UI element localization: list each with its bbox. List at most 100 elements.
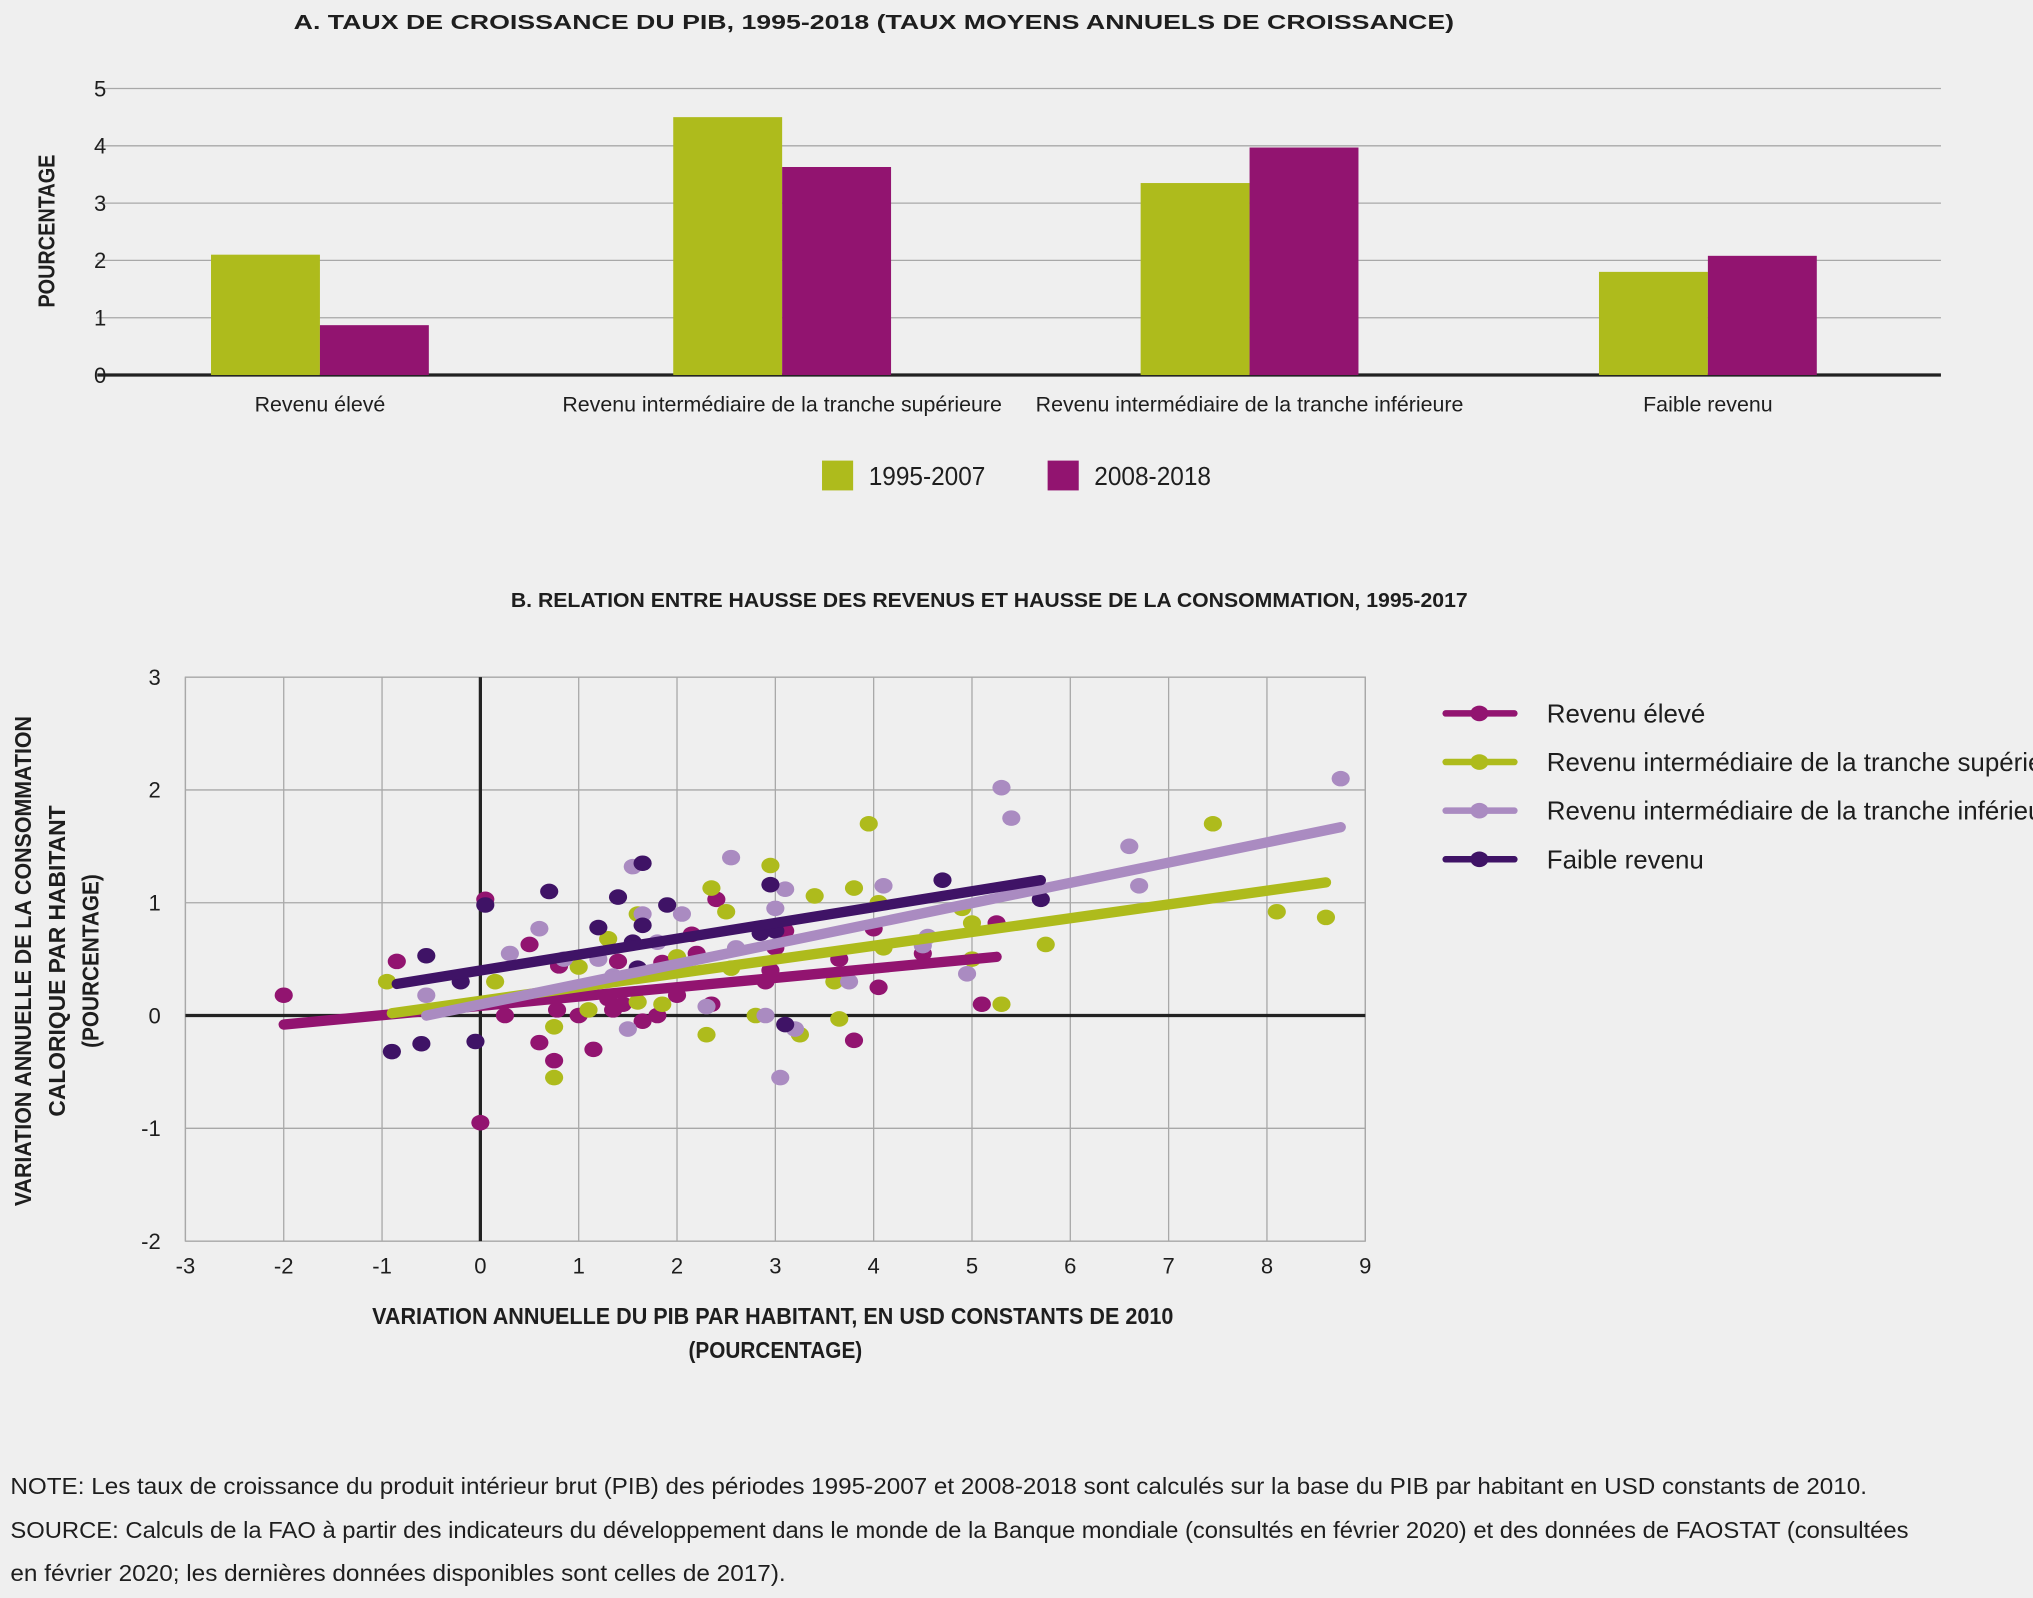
data-point	[776, 881, 795, 897]
x-tick-label: 0	[474, 1254, 486, 1279]
data-point	[653, 996, 672, 1013]
y-tick-label: 1	[94, 305, 106, 330]
legend-dot	[1470, 754, 1489, 770]
legend-dot	[1470, 705, 1489, 722]
y-tick-label: 2	[94, 248, 106, 273]
data-point	[805, 888, 824, 904]
y-tick-label: 2	[149, 778, 161, 803]
data-point	[466, 1033, 485, 1050]
x-tick-label: 7	[1162, 1254, 1174, 1279]
data-point	[1130, 878, 1149, 894]
x-tick-label: 8	[1261, 1254, 1273, 1279]
data-point	[1120, 838, 1139, 855]
data-point	[1331, 770, 1350, 787]
data-point	[476, 897, 495, 913]
data-point	[500, 945, 519, 962]
source-text-line1: SOURCE: Calculs de la FAO à partir des i…	[10, 1517, 1908, 1543]
chart-b-y-axis-label-line2: CALORIQUE PAR HABITANT	[44, 805, 70, 1116]
data-point	[869, 979, 888, 996]
data-point	[933, 872, 952, 888]
data-point	[274, 987, 293, 1004]
y-tick-label: -2	[141, 1229, 161, 1254]
data-point	[545, 1069, 564, 1086]
data-point	[992, 779, 1011, 796]
note-text: NOTE: Les taux de croissance du produit …	[10, 1473, 1867, 1499]
chart-b-legend: Revenu élevé Revenu intermédiaire de la t…	[1442, 701, 2033, 874]
data-point	[547, 1002, 567, 1018]
data-point	[545, 1052, 564, 1069]
notes: NOTE: Les taux de croissance du produit …	[10, 1473, 1908, 1586]
chart-b-y-axis-label-line3: (POURCENTAGE)	[78, 874, 104, 1048]
chart-b-ticks: -3 -2 -1 0 1 2 3 4 5 6 7 8 9 3 2 1 0 -1 -2	[141, 665, 1371, 1279]
bar-2008-2018	[1249, 147, 1359, 376]
data-point	[417, 947, 436, 964]
bar-1995-2007	[211, 254, 320, 376]
bar-1995-2007	[673, 117, 783, 376]
data-point	[545, 1019, 564, 1035]
data-point	[377, 973, 397, 990]
data-point	[613, 996, 633, 1013]
chart-a-y-ticks: 0 1 2 3 4 5	[94, 76, 106, 388]
chart-a-categories: Revenu élevé Revenu intermédiaire de la t…	[255, 392, 1773, 416]
data-point	[722, 849, 741, 866]
data-point	[1031, 891, 1050, 908]
y-tick-label: -1	[141, 1116, 161, 1141]
x-tick-label: 9	[1359, 1254, 1371, 1279]
data-point	[761, 876, 780, 893]
data-point	[633, 855, 652, 872]
data-point	[1002, 810, 1021, 826]
data-point	[608, 889, 628, 905]
chart-a-title: A. TAUX DE CROISSANCE DU PIB, 1995-2018 …	[294, 11, 1454, 34]
data-point	[697, 1026, 716, 1043]
x-tick-label: 6	[1064, 1254, 1076, 1279]
legend-label: Faible revenu	[1547, 846, 1704, 874]
y-tick-label: 0	[149, 1003, 161, 1028]
data-point	[530, 1034, 549, 1051]
data-point	[771, 1069, 790, 1086]
x-tick-label: 3	[769, 1254, 781, 1279]
x-tick-label: 5	[966, 1254, 978, 1279]
data-point	[830, 1011, 849, 1027]
x-tick-label: 1	[573, 1254, 585, 1279]
x-tick-label: -3	[176, 1254, 196, 1279]
chart-b-trend-lines	[278, 821, 1346, 1030]
legend-label: Revenu intermédiaire de la tranche infér…	[1547, 798, 2033, 826]
data-point	[972, 996, 991, 1013]
data-point	[1036, 936, 1055, 953]
x-tick-label: -1	[372, 1254, 392, 1279]
data-point	[633, 917, 652, 934]
data-point	[776, 1016, 795, 1033]
data-point	[756, 1007, 775, 1024]
data-point	[672, 906, 692, 922]
category-label: Revenu élevé	[255, 392, 386, 416]
y-tick-label: 5	[94, 76, 106, 101]
x-tick-label: 4	[868, 1254, 880, 1279]
x-tick-label: -2	[274, 1254, 294, 1279]
bar-2008-2018	[1707, 255, 1817, 376]
data-point	[844, 1032, 864, 1049]
y-tick-label: 0	[94, 363, 106, 388]
data-point	[530, 920, 549, 937]
data-point	[382, 1043, 401, 1060]
category-label: Revenu intermédiaire de la tranche supér…	[562, 392, 1002, 416]
bar-2008-2018	[319, 325, 429, 376]
data-point	[633, 906, 652, 922]
trend-line	[421, 821, 1346, 1021]
chart-b-title: B. RELATION ENTRE HAUSSE DES REVENUS ET …	[511, 589, 1468, 612]
data-point	[412, 1035, 431, 1052]
legend-label: Revenu élevé	[1547, 701, 1706, 729]
data-point	[702, 880, 721, 896]
x-tick-label: 2	[671, 1254, 683, 1279]
category-label: Revenu intermédiaire de la tranche infér…	[1036, 392, 1464, 416]
legend-label-2008-2018: 2008-2018	[1094, 463, 1211, 491]
data-point	[584, 1041, 603, 1058]
legend-dot	[1470, 851, 1489, 868]
data-point	[540, 883, 559, 900]
chart-b-x-axis-label-line2: (POURCENTAGE)	[688, 1337, 862, 1363]
y-tick-label: 4	[94, 134, 106, 159]
data-point	[417, 987, 436, 1004]
source-text-line2: en février 2020; les dernières données d…	[10, 1560, 785, 1586]
data-point	[766, 900, 785, 917]
data-point	[471, 1114, 490, 1131]
